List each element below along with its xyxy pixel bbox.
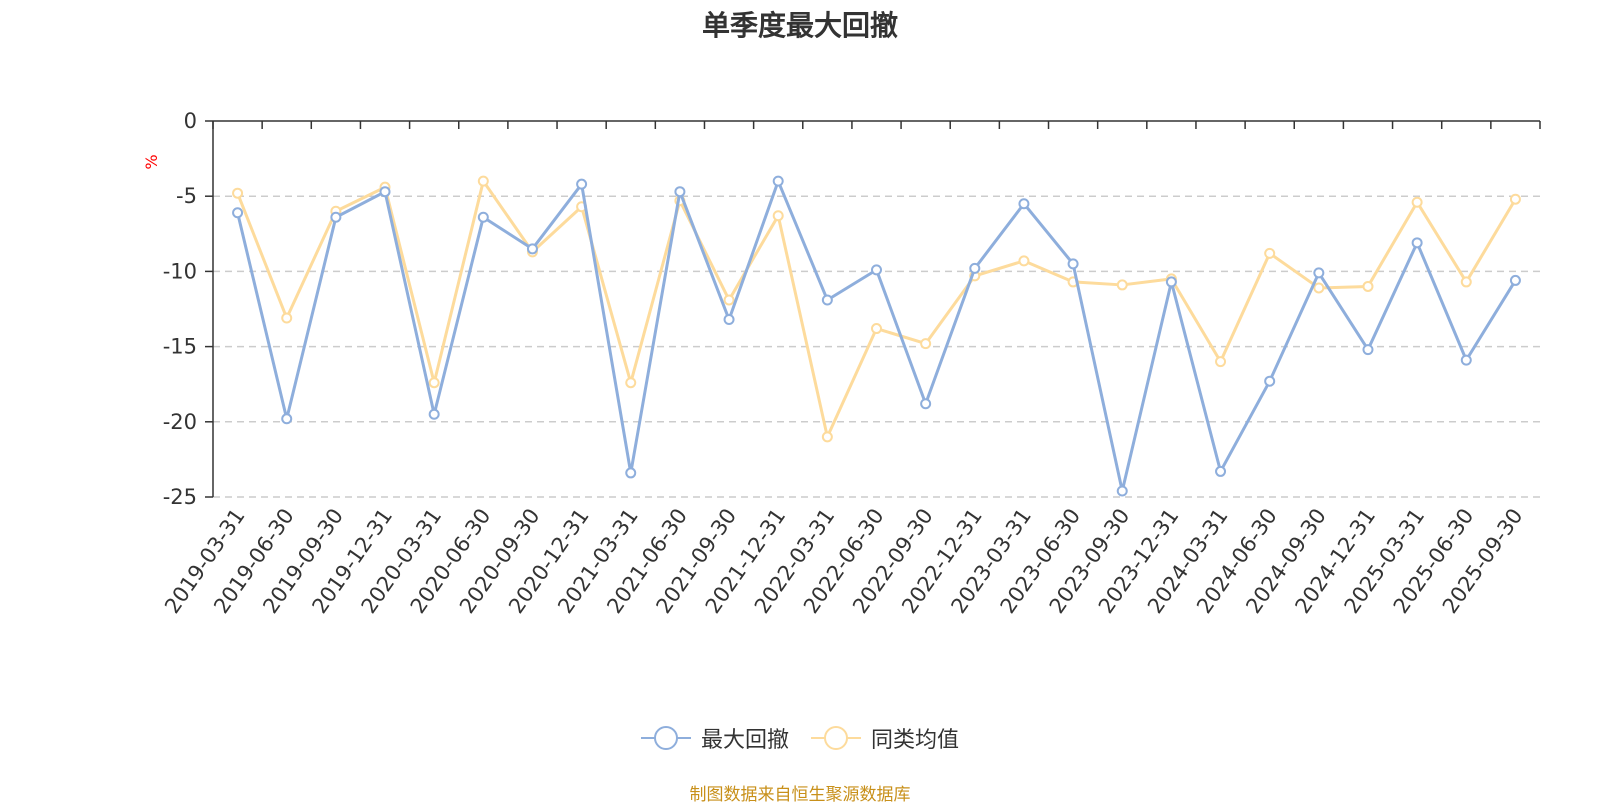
series-max-drawdown-point[interactable] [576,178,588,190]
y-tick-label: -10 [163,259,197,283]
series-peer-average-point[interactable] [772,210,784,222]
series-max-drawdown-point[interactable] [428,408,440,420]
series-max-drawdown-point[interactable] [330,211,342,223]
series-peer-average-point[interactable] [1362,280,1374,292]
series-max-drawdown-point[interactable] [477,211,489,223]
series-peer-average-point[interactable] [1116,279,1128,291]
series-max-drawdown-point[interactable] [625,467,637,479]
y-tick-label: -20 [163,410,197,434]
legend: 最大回撤 同类均值 [0,722,1600,754]
series-peer-average-point[interactable] [871,323,882,335]
series-peer-average-point[interactable] [1313,282,1325,294]
legend-item-peer-average[interactable]: 同类均值 [811,722,959,754]
series-max-drawdown-point[interactable] [1116,485,1128,497]
series-max-drawdown-point[interactable] [1018,198,1030,210]
series-max-drawdown-point[interactable] [1313,267,1325,279]
legend-marker-peer-average [811,725,861,751]
legend-label-max-drawdown: 最大回撤 [700,728,789,753]
series-max-drawdown-point[interactable] [871,264,882,276]
series-max-drawdown-point[interactable] [920,398,932,410]
series-max-drawdown-point[interactable] [1460,354,1472,366]
series-max-drawdown-point[interactable] [281,413,293,425]
series-max-drawdown-point[interactable] [232,207,244,219]
series-peer-average-point[interactable] [723,294,735,306]
series-max-drawdown-point[interactable] [1264,375,1276,387]
series-peer-average-point[interactable] [625,377,637,389]
series-peer-average-point[interactable] [232,187,244,199]
y-tick-label: -5 [176,184,197,208]
series-max-drawdown-point[interactable] [1411,237,1423,249]
source-note: 制图数据来自恒生聚源数据库 [689,785,911,805]
series-max-drawdown-point[interactable] [1509,274,1521,286]
series-max-drawdown-point[interactable] [1362,344,1374,356]
y-tick-label: -25 [163,485,197,509]
series-max-drawdown-point[interactable] [821,294,833,306]
series-peer-average-point[interactable] [1411,196,1423,208]
series-peer-average-point[interactable] [1264,247,1276,259]
series-peer-average-point[interactable] [920,338,932,350]
series-peer-average-point[interactable] [1215,356,1227,368]
chart-title: 单季度最大回撤 [701,9,898,42]
series-peer-average-point[interactable] [821,431,833,443]
series-peer-average-point[interactable] [1509,193,1521,205]
series-max-drawdown-point[interactable] [379,186,391,198]
legend-label-peer-average: 同类均值 [871,728,960,753]
series-max-drawdown-point[interactable] [772,175,784,187]
y-axis-unit-label: % [142,154,161,169]
series-max-drawdown-point[interactable] [723,314,735,326]
series-max-drawdown-point[interactable] [1165,276,1177,288]
series-peer-average-point[interactable] [281,312,293,324]
series-max-drawdown-point[interactable] [526,243,538,255]
series-max-drawdown-point[interactable] [1067,258,1079,270]
y-tick-label: 0 [184,109,197,133]
series-peer-average-point[interactable] [1460,276,1472,288]
series-max-drawdown-line [236,179,1517,493]
legend-item-max-drawdown[interactable]: 最大回撤 [640,722,789,754]
series-peer-average-point[interactable] [428,377,440,389]
series-peer-average-point[interactable] [477,175,489,187]
series-max-drawdown-point[interactable] [674,186,686,198]
series-peer-average-point[interactable] [1018,255,1030,267]
legend-marker-max-drawdown [640,725,691,751]
series-max-drawdown-point[interactable] [1215,465,1227,477]
y-tick-label: -15 [163,335,197,359]
series-max-drawdown-point[interactable] [969,262,981,274]
